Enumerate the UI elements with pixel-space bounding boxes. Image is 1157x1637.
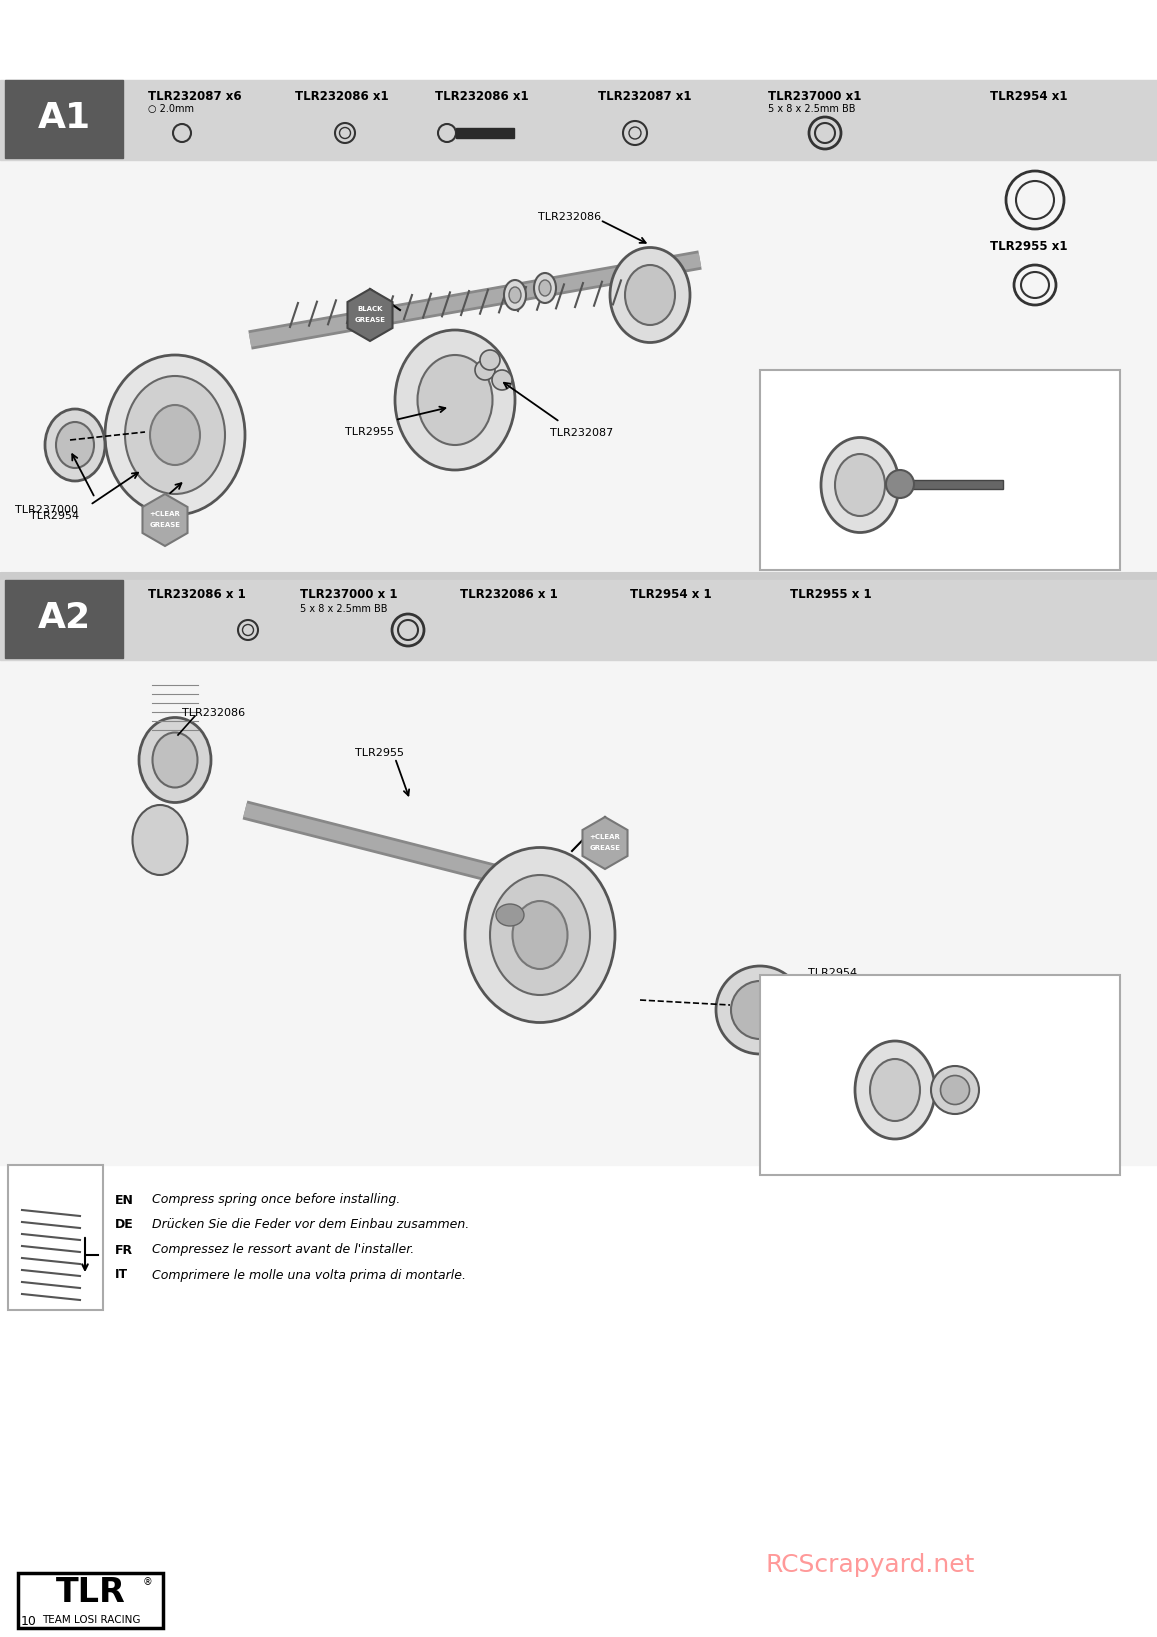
Bar bbox=[0, 571, 1157, 583]
Ellipse shape bbox=[731, 981, 789, 1039]
Ellipse shape bbox=[835, 453, 885, 516]
Ellipse shape bbox=[56, 422, 94, 468]
Text: TLR232087 x1: TLR232087 x1 bbox=[598, 90, 692, 103]
Ellipse shape bbox=[465, 848, 616, 1023]
Bar bbox=[0, 660, 1157, 1166]
Text: TLR2955 x 1: TLR2955 x 1 bbox=[790, 588, 871, 601]
Ellipse shape bbox=[513, 900, 567, 969]
Ellipse shape bbox=[105, 355, 245, 516]
Text: TLR232087: TLR232087 bbox=[550, 427, 613, 439]
Ellipse shape bbox=[491, 876, 590, 995]
Text: A2: A2 bbox=[37, 601, 90, 635]
Text: Drücken Sie die Feder vor dem Einbau zusammen.: Drücken Sie die Feder vor dem Einbau zus… bbox=[152, 1218, 470, 1231]
Text: DE: DE bbox=[115, 1218, 134, 1231]
Ellipse shape bbox=[855, 1041, 935, 1139]
Text: TLR232087 x6: TLR232087 x6 bbox=[148, 90, 242, 103]
Ellipse shape bbox=[625, 265, 675, 326]
Text: TLR2955 x1: TLR2955 x1 bbox=[990, 241, 1068, 254]
Text: TLR: TLR bbox=[57, 1575, 126, 1609]
Ellipse shape bbox=[931, 1066, 979, 1115]
Bar bbox=[760, 370, 1120, 570]
Bar bbox=[0, 579, 1157, 660]
Ellipse shape bbox=[870, 1059, 920, 1121]
Ellipse shape bbox=[133, 805, 187, 876]
Text: GREASE: GREASE bbox=[149, 522, 180, 529]
Ellipse shape bbox=[716, 966, 804, 1054]
Text: TLR232086 x 1: TLR232086 x 1 bbox=[148, 588, 245, 601]
Ellipse shape bbox=[539, 280, 551, 296]
Ellipse shape bbox=[395, 331, 515, 470]
Bar bbox=[0, 160, 1157, 570]
Ellipse shape bbox=[834, 1069, 876, 1112]
Text: Compressez le ressort avant de l'installer.: Compressez le ressort avant de l'install… bbox=[152, 1244, 414, 1257]
Ellipse shape bbox=[139, 717, 211, 802]
Text: 5 x 8 x 2.5mm BB: 5 x 8 x 2.5mm BB bbox=[300, 604, 388, 614]
Text: Compress spring once before installing.: Compress spring once before installing. bbox=[152, 1193, 400, 1206]
Text: TLR232086 x1: TLR232086 x1 bbox=[295, 90, 389, 103]
Ellipse shape bbox=[418, 355, 493, 445]
Text: EN: EN bbox=[115, 1193, 134, 1206]
Ellipse shape bbox=[45, 409, 105, 481]
Text: 5 x 8 x 2.5mm BB: 5 x 8 x 2.5mm BB bbox=[768, 105, 855, 115]
Text: +CLEAR: +CLEAR bbox=[590, 833, 620, 840]
Bar bbox=[5, 80, 123, 159]
Ellipse shape bbox=[823, 1058, 887, 1123]
Text: TLR232086 x 1: TLR232086 x 1 bbox=[460, 588, 558, 601]
Ellipse shape bbox=[504, 280, 526, 309]
Bar bbox=[8, 1166, 103, 1310]
Text: TLR237000: TLR237000 bbox=[15, 504, 78, 516]
Circle shape bbox=[886, 470, 914, 498]
Bar bbox=[456, 128, 514, 138]
Ellipse shape bbox=[821, 437, 899, 532]
Text: TLR2954 x 1: TLR2954 x 1 bbox=[631, 588, 712, 601]
Text: TLR2954 x1: TLR2954 x1 bbox=[990, 90, 1068, 103]
Text: TLR232086: TLR232086 bbox=[182, 707, 245, 719]
Bar bbox=[760, 976, 1120, 1175]
Text: GREASE: GREASE bbox=[590, 845, 620, 851]
Text: ®: ® bbox=[143, 1576, 153, 1586]
Bar bbox=[5, 579, 123, 658]
Text: TEAM LOSI RACING: TEAM LOSI RACING bbox=[42, 1616, 140, 1626]
Text: RCScrapyard.net: RCScrapyard.net bbox=[765, 1554, 974, 1576]
Ellipse shape bbox=[610, 247, 690, 342]
Ellipse shape bbox=[153, 732, 198, 787]
Text: TLR237000: TLR237000 bbox=[880, 1054, 943, 1066]
Text: FR: FR bbox=[115, 1244, 133, 1257]
Text: TLR2955: TLR2955 bbox=[345, 427, 395, 437]
Bar bbox=[0, 80, 1157, 160]
Circle shape bbox=[492, 370, 513, 390]
Text: TLR237000 x1: TLR237000 x1 bbox=[768, 90, 861, 103]
Text: ○ 2.0mm: ○ 2.0mm bbox=[148, 105, 194, 115]
Text: TLR2955: TLR2955 bbox=[355, 748, 404, 758]
Ellipse shape bbox=[535, 273, 557, 303]
Ellipse shape bbox=[125, 377, 224, 494]
Bar bbox=[19, 1573, 163, 1629]
Text: TLR2954: TLR2954 bbox=[30, 511, 79, 521]
Text: BLACK: BLACK bbox=[358, 306, 383, 313]
Circle shape bbox=[480, 350, 500, 370]
Text: +CLEAR: +CLEAR bbox=[149, 511, 180, 517]
Text: TLR237000 x 1: TLR237000 x 1 bbox=[300, 588, 398, 601]
Ellipse shape bbox=[941, 1076, 970, 1105]
Text: IT: IT bbox=[115, 1269, 128, 1282]
Text: TLR232086: TLR232086 bbox=[538, 213, 602, 223]
Text: GREASE: GREASE bbox=[354, 318, 385, 322]
Bar bbox=[902, 480, 1003, 489]
Text: TLR2954: TLR2954 bbox=[808, 967, 857, 977]
Text: TLR232086 x1: TLR232086 x1 bbox=[435, 90, 529, 103]
Text: 10: 10 bbox=[21, 1616, 37, 1629]
Ellipse shape bbox=[496, 904, 524, 927]
Text: A1: A1 bbox=[37, 101, 90, 134]
Circle shape bbox=[476, 360, 495, 380]
Text: Comprimere le molle una volta prima di montarle.: Comprimere le molle una volta prima di m… bbox=[152, 1269, 466, 1282]
Ellipse shape bbox=[150, 404, 200, 465]
Ellipse shape bbox=[509, 286, 521, 303]
